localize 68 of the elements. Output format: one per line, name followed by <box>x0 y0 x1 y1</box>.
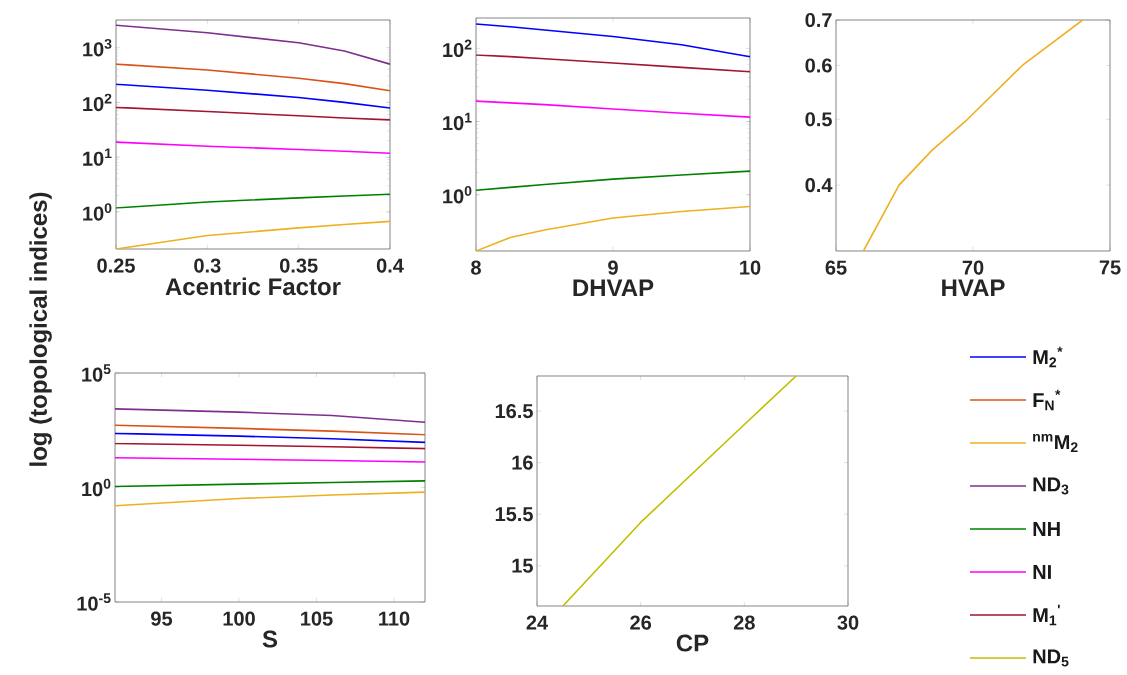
x-tick-label: 10 <box>740 260 761 275</box>
line-series <box>476 205 751 251</box>
line-series <box>476 100 751 118</box>
legend-label: NH <box>1033 522 1060 536</box>
y-tick-label: 10$^{1}$ <box>83 148 112 166</box>
y-tick-label: 16.5 <box>495 403 533 419</box>
x-tick-label: 30 <box>837 615 859 630</box>
y-tick-label: 10$^{1}$ <box>443 112 472 131</box>
x-tick-label: 105 <box>301 611 333 626</box>
x-tick-label: 95 <box>151 611 173 626</box>
y-tick-label: 0.7 <box>805 12 832 28</box>
line-series <box>862 20 1084 251</box>
x-tick-label: 26 <box>630 615 652 630</box>
x-axis-title: HVAP <box>942 279 1005 297</box>
x-tick-label: 24 <box>526 615 549 630</box>
legend-label: NI <box>1033 565 1051 579</box>
y-tick-label: 15.5 <box>495 507 533 522</box>
line-series <box>476 54 751 73</box>
line-series <box>115 408 425 424</box>
legend-label: M$_{1}$' <box>1033 604 1060 626</box>
x-tick-label: 28 <box>733 615 755 630</box>
line-series <box>116 24 390 65</box>
line-series <box>115 491 425 507</box>
x-axis-title: S <box>262 630 278 648</box>
x-axis-title: Acentric Factor <box>165 277 341 296</box>
legend-label: M$_{2}$* <box>1033 346 1063 368</box>
line-series <box>115 432 425 444</box>
x-tick-label: 65 <box>825 260 847 275</box>
legend-label: F$_{N}$* <box>1033 389 1061 411</box>
y-axis-title: log (topological indices) <box>29 192 52 466</box>
y-tick-label: 10$^{0}$ <box>443 185 472 204</box>
y-tick-label: 10$^{0}$ <box>83 203 112 221</box>
line-series <box>476 170 751 192</box>
y-tick-label: 10$^{0}$ <box>82 478 111 497</box>
y-tick-label: 10$^{2}$ <box>443 39 472 58</box>
legend-label: $^{nm}$M$_{2}$ <box>1033 433 1078 453</box>
line-series <box>476 23 751 58</box>
x-tick-label: 9 <box>608 260 618 275</box>
y-tick-label: 0.5 <box>805 112 832 127</box>
y-tick-label: 10$^{3}$ <box>83 38 112 57</box>
y-tick-label: 0.6 <box>805 58 832 73</box>
y-tick-label: 10$^{2}$ <box>83 93 112 112</box>
line-series <box>116 63 390 92</box>
y-tick-label: 16 <box>512 455 533 470</box>
line-series <box>116 193 390 209</box>
x-tick-label: 0.35 <box>279 258 318 273</box>
line-series <box>116 83 390 109</box>
line-series <box>116 141 390 155</box>
x-tick-label: 75 <box>1099 260 1121 275</box>
line-series <box>115 424 425 436</box>
x-tick-label: 100 <box>223 611 255 626</box>
line-series <box>116 220 390 249</box>
x-axis-title: DHVAP <box>573 279 654 297</box>
legend-label: ND$_{5}$ <box>1033 649 1069 667</box>
x-tick-label: 0.4 <box>376 258 404 273</box>
y-tick-label: 10$^{-5}$ <box>77 593 111 611</box>
legend-label: ND$_{3}$ <box>1033 477 1069 495</box>
line-series <box>116 106 390 121</box>
y-tick-label: 15 <box>512 558 533 573</box>
y-tick-label: 10$^{5}$ <box>82 364 111 382</box>
x-tick-label: 0.3 <box>194 258 221 273</box>
x-tick-label: 0.25 <box>97 258 135 273</box>
x-axis-title: CP <box>676 634 709 652</box>
x-tick-label: 70 <box>962 260 984 275</box>
line-series <box>562 376 797 606</box>
y-tick-label: 0.4 <box>805 178 833 193</box>
x-tick-label: 110 <box>379 611 410 626</box>
x-tick-label: 8 <box>471 260 481 275</box>
